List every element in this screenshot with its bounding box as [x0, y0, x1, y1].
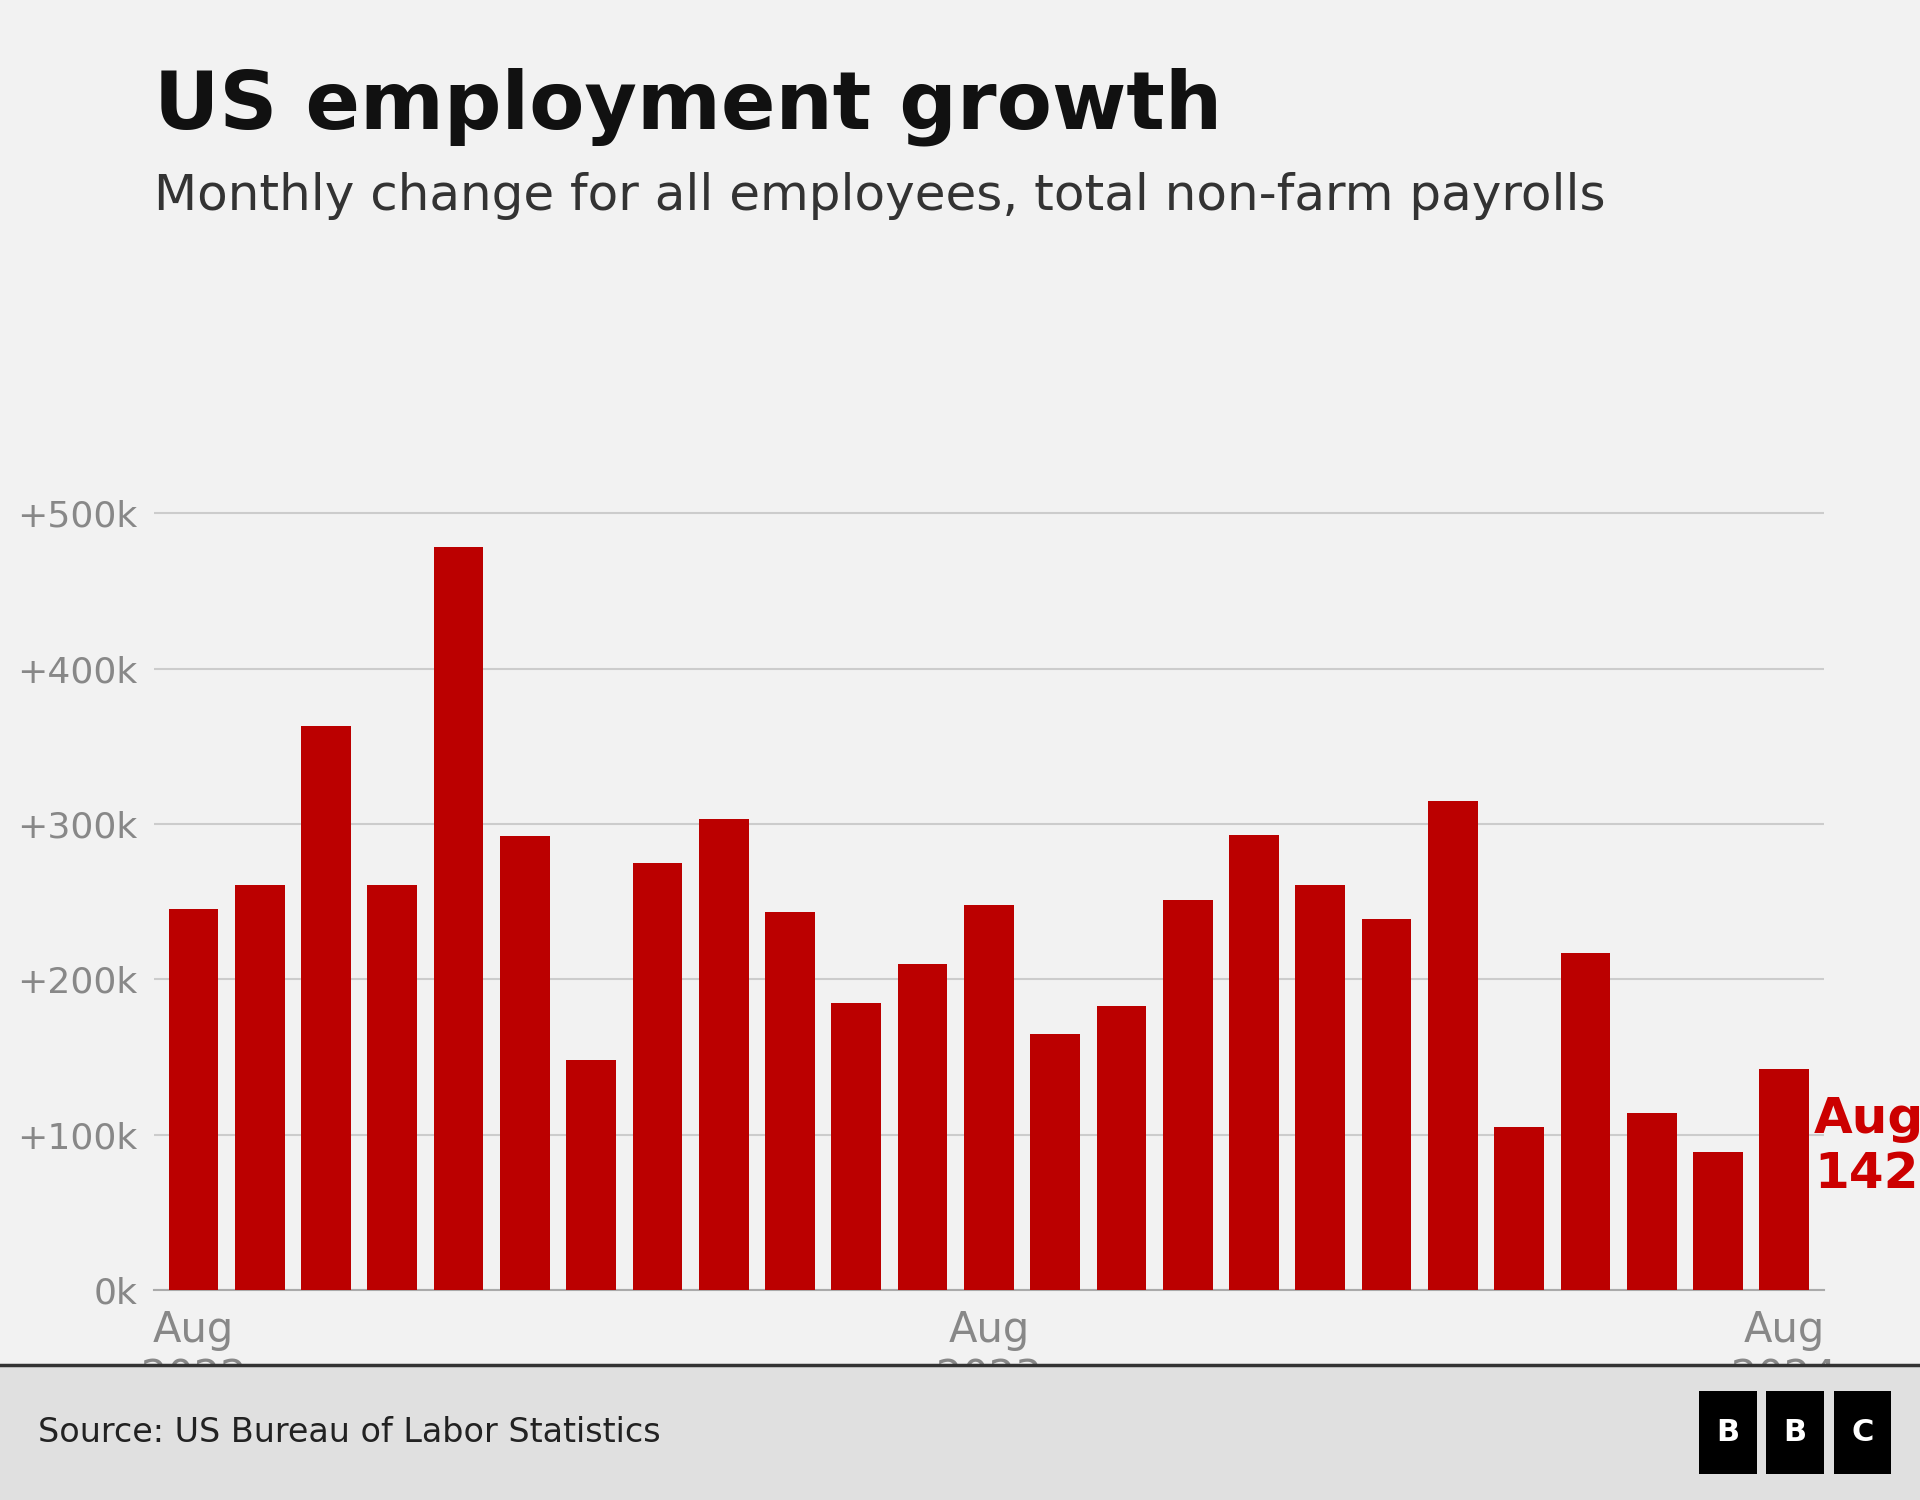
Bar — [699, 819, 749, 1290]
Text: C: C — [1851, 1418, 1874, 1448]
Bar — [234, 885, 284, 1290]
Bar — [1164, 900, 1213, 1290]
Text: Source: US Bureau of Labor Statistics: Source: US Bureau of Labor Statistics — [38, 1416, 660, 1449]
Text: Aug
142k: Aug 142k — [1814, 1095, 1920, 1198]
Bar — [1428, 801, 1478, 1290]
Bar — [1494, 1126, 1544, 1290]
Bar — [964, 904, 1014, 1290]
Bar — [169, 909, 219, 1290]
Bar — [764, 912, 814, 1290]
Bar — [1296, 885, 1346, 1290]
Bar — [1693, 1152, 1743, 1290]
Bar — [301, 726, 351, 1290]
Bar — [367, 885, 417, 1290]
Bar — [1561, 952, 1611, 1290]
Bar — [1361, 918, 1411, 1290]
Bar — [1096, 1005, 1146, 1290]
Bar — [1229, 836, 1279, 1290]
Bar — [1759, 1070, 1809, 1290]
Text: US employment growth: US employment growth — [154, 68, 1221, 146]
Text: B: B — [1716, 1418, 1740, 1448]
Bar — [1626, 1113, 1676, 1290]
Text: B: B — [1784, 1418, 1807, 1448]
Bar — [632, 862, 682, 1290]
Bar — [831, 1002, 881, 1290]
Bar — [434, 548, 484, 1290]
Bar — [566, 1060, 616, 1290]
Bar — [1031, 1034, 1079, 1290]
Text: Monthly change for all employees, total non-farm payrolls: Monthly change for all employees, total … — [154, 172, 1605, 220]
Bar — [499, 837, 549, 1290]
Bar — [899, 964, 947, 1290]
